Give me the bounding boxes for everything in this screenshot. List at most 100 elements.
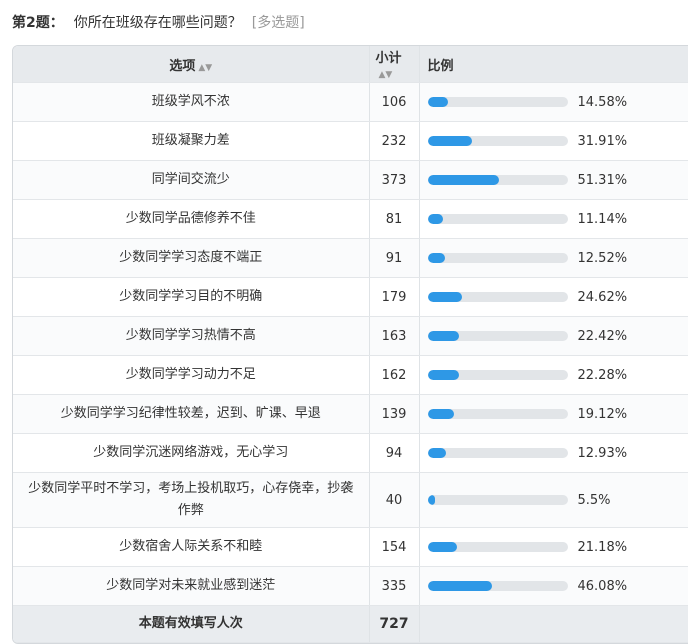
progress-bar	[427, 331, 568, 341]
option-label: 班级学风不浓	[13, 82, 370, 122]
option-column-label: 选项	[169, 58, 196, 74]
question-number: 第2题：	[12, 15, 64, 31]
option-label: 少数同学学习动力不足	[13, 355, 370, 395]
ratio-cell: 12.52%	[419, 238, 688, 278]
option-count: 232	[369, 121, 420, 161]
percentage-value: 19.12%	[577, 406, 628, 422]
percentage-value: 11.14%	[577, 211, 628, 227]
ratio-column-label: 比例	[427, 58, 454, 74]
table-row: 少数同学学习态度不端正 91 12.52%	[13, 238, 688, 278]
ratio-cell: 31.91%	[419, 121, 688, 161]
option-label: 少数同学学习热情不高	[13, 316, 370, 356]
progress-bar-fill	[427, 370, 459, 380]
ratio-cell: 22.28%	[419, 355, 688, 395]
progress-bar-fill	[427, 136, 473, 146]
table-row: 少数同学学习纪律性较差，迟到、旷课、早退 139 19.12%	[13, 394, 688, 434]
option-count: 179	[369, 277, 420, 317]
option-label: 少数同学学习纪律性较差，迟到、旷课、早退	[13, 394, 370, 434]
progress-bar-fill	[427, 409, 455, 419]
table-row: 少数宿舍人际关系不和睦 154 21.18%	[13, 527, 688, 567]
progress-bar	[427, 370, 568, 380]
option-label: 少数同学学习态度不端正	[13, 238, 370, 278]
sort-icon[interactable]: ▲▼	[198, 62, 213, 73]
percentage-value: 12.52%	[577, 250, 628, 266]
progress-bar-fill	[427, 292, 462, 302]
progress-bar-fill	[427, 175, 500, 185]
option-column-header[interactable]: 选项 ▲▼	[13, 46, 370, 83]
option-count: 81	[369, 199, 420, 239]
progress-bar-fill	[427, 448, 446, 458]
option-label: 少数同学平时不学习，考场上投机取巧，心存侥幸，抄袭作弊	[13, 472, 370, 528]
ratio-cell: 24.62%	[419, 277, 688, 317]
table-row: 少数同学学习热情不高 163 22.42%	[13, 316, 688, 356]
count-column-label: 小计	[375, 51, 402, 66]
percentage-value: 12.93%	[577, 445, 628, 461]
progress-bar	[427, 448, 568, 458]
option-label: 少数同学学习目的不明确	[13, 277, 370, 317]
option-count: 162	[369, 355, 420, 395]
option-label: 少数同学品德修养不佳	[13, 199, 370, 239]
percentage-value: 51.31%	[577, 172, 628, 188]
ratio-cell: 21.18%	[419, 527, 688, 567]
option-count: 106	[369, 82, 420, 122]
option-count: 335	[369, 566, 420, 606]
percentage-value: 14.58%	[577, 94, 628, 110]
progress-bar	[427, 581, 568, 591]
table-row: 少数同学平时不学习，考场上投机取巧，心存侥幸，抄袭作弊 40 5.5%	[13, 472, 688, 528]
results-table: 选项 ▲▼ 小计▲▼ 比例 班级学风不浓 106 14.58% 班级凝聚力差 232 31.…	[12, 45, 688, 644]
option-count: 373	[369, 160, 420, 200]
footer-label: 本题有效填写人次	[13, 605, 370, 643]
sort-icon[interactable]: ▲▼	[378, 70, 393, 80]
footer-total: 727	[369, 605, 420, 643]
progress-bar	[427, 292, 568, 302]
progress-bar-fill	[427, 214, 444, 224]
option-label: 班级凝聚力差	[13, 121, 370, 161]
percentage-value: 22.42%	[577, 328, 628, 344]
option-label: 少数同学对未来就业感到迷茫	[13, 566, 370, 606]
ratio-cell: 11.14%	[419, 199, 688, 239]
option-count: 94	[369, 433, 420, 473]
progress-bar	[427, 409, 568, 419]
option-count: 163	[369, 316, 420, 356]
ratio-cell: 19.12%	[419, 394, 688, 434]
progress-bar	[427, 136, 568, 146]
progress-bar	[427, 495, 568, 505]
progress-bar-fill	[427, 97, 448, 107]
option-label: 同学间交流少	[13, 160, 370, 200]
ratio-cell: 5.5%	[419, 472, 688, 528]
question-type: [多选题]	[251, 15, 305, 31]
option-count: 91	[369, 238, 420, 278]
percentage-value: 46.08%	[577, 578, 628, 594]
progress-bar-fill	[427, 581, 492, 591]
progress-bar	[427, 253, 568, 263]
table-row: 班级学风不浓 106 14.58%	[13, 82, 688, 122]
table-row: 同学间交流少 373 51.31%	[13, 160, 688, 200]
table-row: 少数同学沉迷网络游戏，无心学习 94 12.93%	[13, 433, 688, 473]
progress-bar	[427, 175, 568, 185]
ratio-cell: 46.08%	[419, 566, 688, 606]
percentage-value: 5.5%	[577, 492, 611, 508]
progress-bar	[427, 214, 568, 224]
table-row: 少数同学品德修养不佳 81 11.14%	[13, 199, 688, 239]
progress-bar-fill	[427, 542, 458, 552]
option-label: 少数同学沉迷网络游戏，无心学习	[13, 433, 370, 473]
option-count: 40	[369, 472, 420, 528]
question-header: 第2题： 你所在班级存在哪些问题？ [多选题]	[12, 10, 305, 34]
table-row: 少数同学学习动力不足 162 22.28%	[13, 355, 688, 395]
option-count: 154	[369, 527, 420, 567]
table-row: 少数同学对未来就业感到迷茫 335 46.08%	[13, 566, 688, 606]
count-column-header[interactable]: 小计 ▲▼	[369, 46, 420, 83]
table-row: 少数同学学习目的不明确 179 24.62%	[13, 277, 688, 317]
progress-bar	[427, 542, 568, 552]
option-count: 139	[369, 394, 420, 434]
question-text: 你所在班级存在哪些问题？	[73, 15, 242, 31]
percentage-value: 21.18%	[577, 539, 628, 555]
ratio-column-header: 比例	[419, 46, 688, 83]
percentage-value: 24.62%	[577, 289, 628, 305]
ratio-cell: 22.42%	[419, 316, 688, 356]
progress-bar-fill	[427, 253, 446, 263]
progress-bar	[427, 97, 568, 107]
progress-bar-fill	[427, 495, 436, 505]
percentage-value: 31.91%	[577, 133, 628, 149]
ratio-cell: 51.31%	[419, 160, 688, 200]
